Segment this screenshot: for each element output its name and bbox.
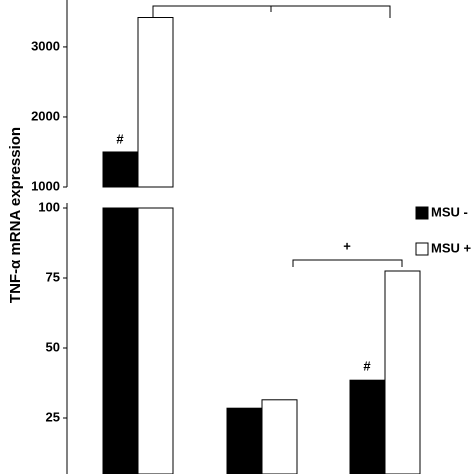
annotation: + <box>343 238 351 253</box>
annotation: # <box>363 358 371 373</box>
annotation: # <box>116 131 124 146</box>
bar <box>261 399 298 474</box>
legend-swatch <box>415 206 429 220</box>
y-tick-label: 100 <box>38 199 60 214</box>
y-tick-label: 2000 <box>31 108 60 123</box>
y-axis-label: TNF-α mRNA expression <box>7 127 24 303</box>
y-tick-label: 1000 <box>31 178 60 193</box>
bar <box>137 207 174 474</box>
bar <box>226 407 263 474</box>
legend-label: MSU + <box>431 240 472 255</box>
legend-swatch <box>415 242 429 256</box>
bracket-lower <box>292 259 403 267</box>
y-tick-label: 75 <box>46 269 60 284</box>
y-tick-label: 50 <box>46 339 60 354</box>
bar <box>102 207 139 474</box>
bar <box>102 151 139 188</box>
bar <box>384 270 421 474</box>
bar <box>349 379 386 474</box>
bracket-upper <box>152 5 391 18</box>
bar <box>137 17 174 188</box>
legend-label: MSU - <box>431 204 468 219</box>
y-tick-label: 25 <box>46 409 60 424</box>
y-tick-label: 3000 <box>31 38 60 53</box>
